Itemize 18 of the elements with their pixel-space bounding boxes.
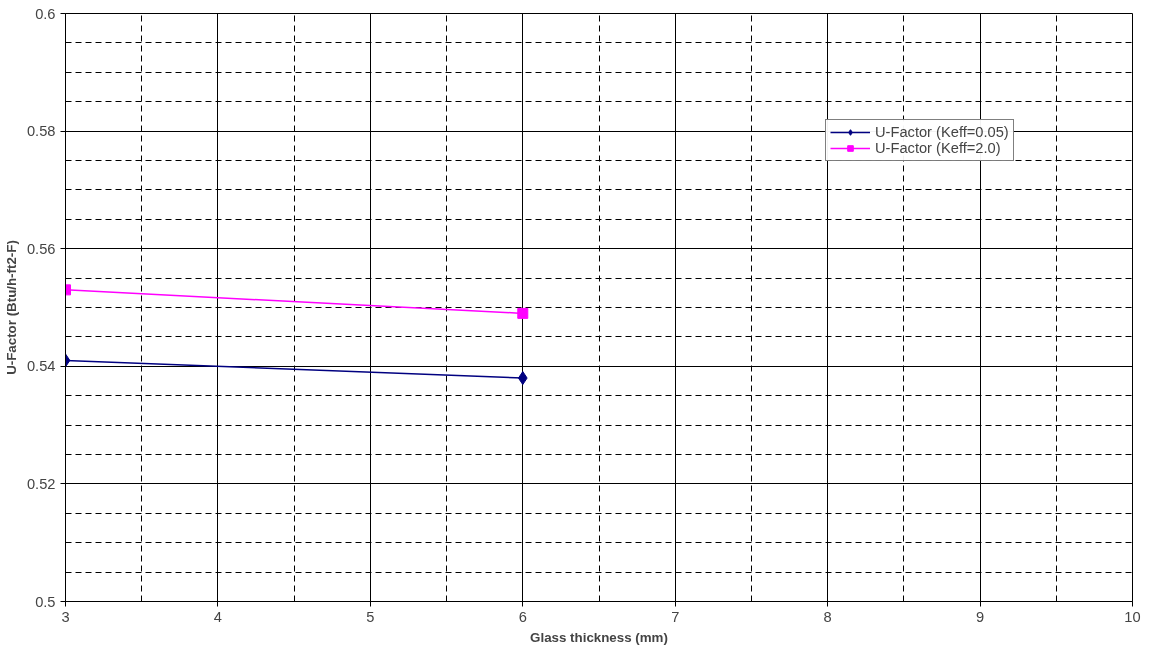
y-tick-label: 0.6: [35, 5, 56, 22]
legend-label: U-Factor (Keff=0.05): [875, 124, 1009, 140]
x-tick-label: 9: [976, 608, 985, 625]
x-tick-label: 5: [366, 608, 375, 625]
y-tick-label: 0.54: [26, 358, 56, 375]
x-tick-label: 4: [213, 608, 223, 625]
y-tick-label: 0.52: [26, 475, 56, 492]
y-axis-title: U-Factor (Btu/h-ft2-F): [3, 240, 19, 375]
x-tick-label: 6: [518, 608, 527, 625]
x-axis-title: Glass thickness (mm): [530, 629, 668, 645]
y-tick-label: 0.5: [35, 593, 56, 610]
x-tick-label: 7: [671, 608, 680, 625]
legend-label: U-Factor (Keff=2.0): [875, 140, 1001, 156]
y-tick-label: 0.58: [26, 123, 56, 140]
x-tick-label: 8: [823, 608, 832, 625]
y-tick-label: 0.56: [26, 240, 56, 257]
x-tick-label: 3: [61, 608, 70, 625]
x-tick-label: 10: [1124, 608, 1141, 625]
